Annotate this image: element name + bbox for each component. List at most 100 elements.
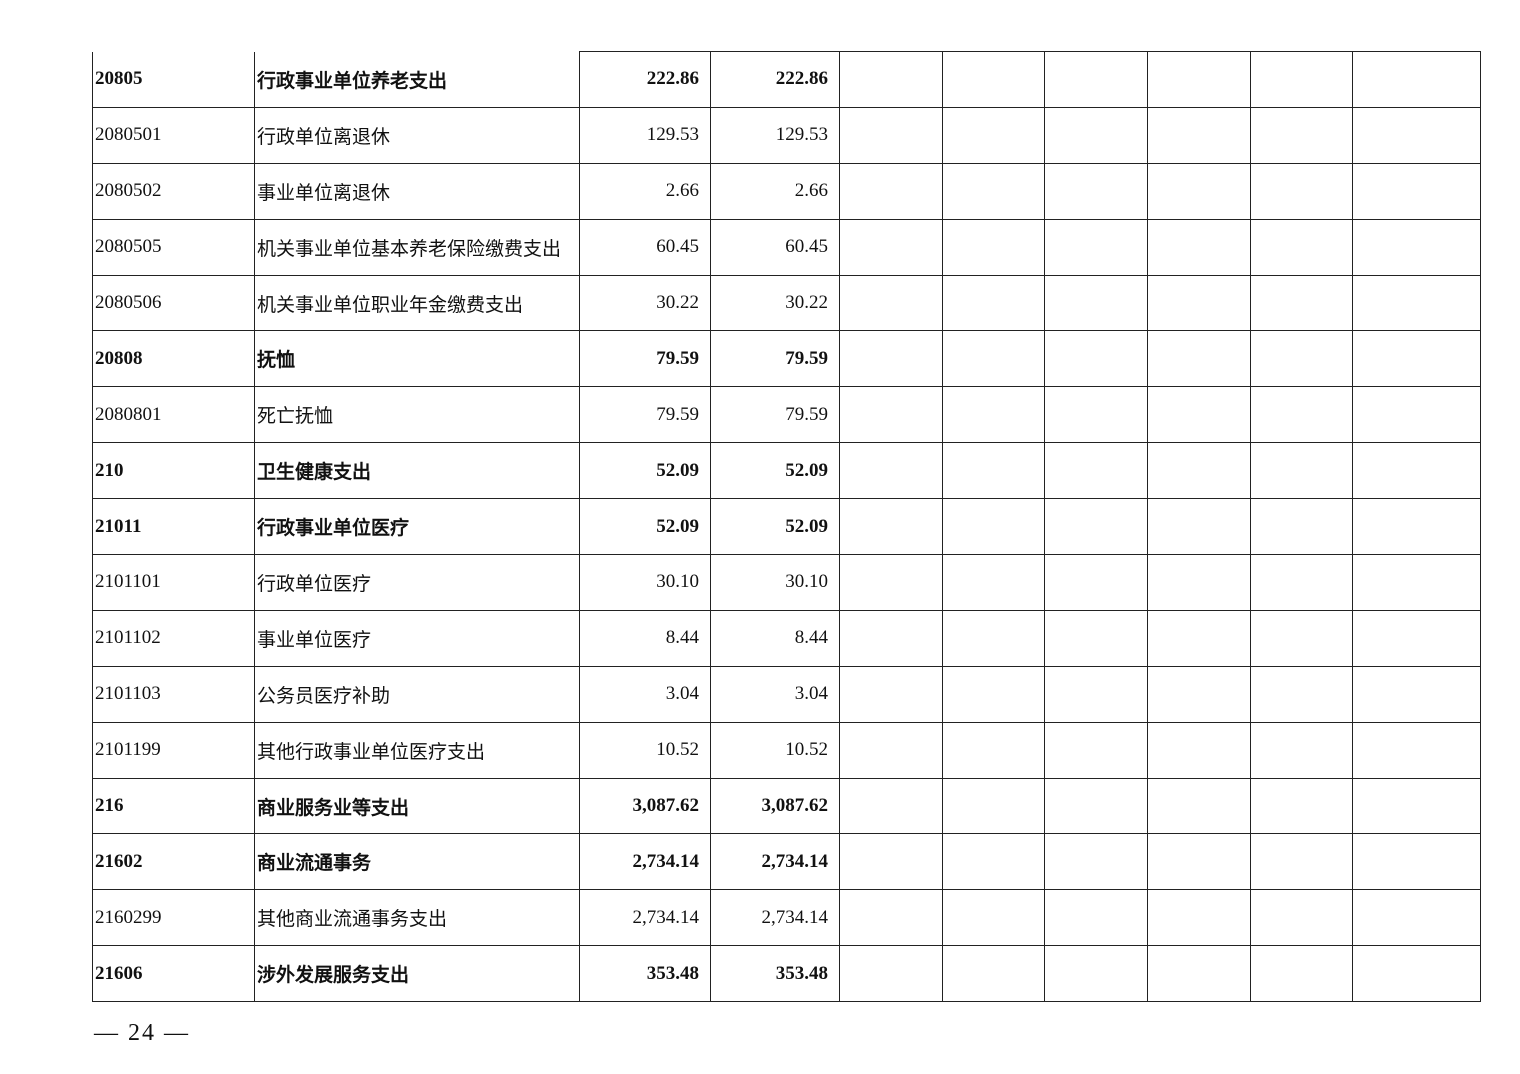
table-row: 21011 行政事业单位医疗 52.09 52.09 [92,498,1481,556]
empty-cell [1147,889,1251,947]
empty-cell [1044,162,1148,220]
empty-cell [1147,498,1251,556]
expenditure-table: 20805 行政事业单位养老支出 222.86 222.86 2080501 行政单位离退… [92,51,1481,1003]
empty-cell [1147,665,1251,723]
empty-cell [839,218,943,276]
empty-cell [1250,721,1353,779]
row-value-2: 2.66 [710,162,840,220]
empty-cell [1044,274,1148,332]
empty-cell [1147,330,1251,388]
table-row: 216 商业服务业等支出 3,087.62 3,087.62 [92,777,1481,835]
row-name: 死亡抚恤 [254,386,580,444]
row-code: 2080801 [92,386,255,444]
empty-cell [1250,665,1353,723]
empty-cell [1044,51,1148,108]
row-value-2: 2,734.14 [710,889,840,947]
empty-cell [1250,833,1353,891]
row-code: 2080505 [92,218,255,276]
row-value-1: 10.52 [579,721,711,779]
table-row: 2101103 公务员医疗补助 3.04 3.04 [92,665,1481,723]
empty-cell [1250,106,1353,164]
empty-cell [1044,554,1148,611]
empty-cell [1147,554,1251,611]
empty-cell [1250,554,1353,611]
empty-cell [942,833,1045,891]
row-code: 20808 [92,330,255,388]
empty-cell [942,218,1045,276]
row-value-2: 79.59 [710,386,840,444]
empty-cell [942,554,1045,611]
empty-cell [1044,889,1148,947]
empty-cell [1352,554,1481,611]
empty-cell [1147,386,1251,444]
row-value-2: 60.45 [710,218,840,276]
row-code: 20805 [92,51,255,108]
table-row: 2160299 其他商业流通事务支出 2,734.14 2,734.14 [92,889,1481,947]
empty-cell [942,274,1045,332]
row-name: 卫生健康支出 [254,442,580,500]
empty-cell [1352,330,1481,388]
empty-cell [839,386,943,444]
empty-cell [1044,833,1148,891]
empty-cell [942,665,1045,723]
empty-cell [1250,51,1353,108]
row-value-1: 2,734.14 [579,833,711,891]
empty-cell [1250,889,1353,947]
table-row: 21606 涉外发展服务支出 353.48 353.48 [92,945,1481,1003]
table-row: 2080502 事业单位离退休 2.66 2.66 [92,162,1481,220]
empty-cell [1044,330,1148,388]
empty-cell [1044,777,1148,835]
empty-cell [839,554,943,611]
empty-cell [942,889,1045,947]
empty-cell [1147,721,1251,779]
row-name: 行政单位离退休 [254,106,580,164]
table-row: 2080506 机关事业单位职业年金缴费支出 30.22 30.22 [92,274,1481,332]
row-value-2: 129.53 [710,106,840,164]
empty-cell [839,162,943,220]
empty-cell [1352,889,1481,947]
empty-cell [839,51,943,108]
empty-cell [1044,609,1148,667]
row-value-2: 52.09 [710,498,840,556]
row-value-1: 353.48 [579,945,711,1003]
row-value-1: 8.44 [579,609,711,667]
row-name: 公务员医疗补助 [254,665,580,723]
row-value-2: 79.59 [710,330,840,388]
row-code: 2101102 [92,609,255,667]
empty-cell [942,442,1045,500]
empty-cell [1352,386,1481,444]
table-row: 2101199 其他行政事业单位医疗支出 10.52 10.52 [92,721,1481,779]
table-row: 2080801 死亡抚恤 79.59 79.59 [92,386,1481,444]
empty-cell [1250,386,1353,444]
empty-cell [1352,721,1481,779]
row-value-1: 52.09 [579,442,711,500]
empty-cell [942,106,1045,164]
empty-cell [1352,609,1481,667]
empty-cell [1044,498,1148,556]
row-value-1: 2,734.14 [579,889,711,947]
empty-cell [1352,498,1481,556]
row-value-2: 10.52 [710,721,840,779]
row-value-1: 3,087.62 [579,777,711,835]
row-value-2: 2,734.14 [710,833,840,891]
row-value-2: 30.10 [710,554,840,611]
empty-cell [1352,51,1481,108]
row-name: 商业服务业等支出 [254,777,580,835]
row-value-2: 52.09 [710,442,840,500]
empty-cell [942,51,1045,108]
empty-cell [1147,945,1251,1003]
empty-cell [1147,218,1251,276]
empty-cell [1352,833,1481,891]
table-row: 2101101 行政单位医疗 30.10 30.10 [92,554,1481,611]
empty-cell [1147,833,1251,891]
row-code: 2101199 [92,721,255,779]
empty-cell [1250,442,1353,500]
row-value-1: 52.09 [579,498,711,556]
empty-cell [839,833,943,891]
row-value-1: 2.66 [579,162,711,220]
row-value-1: 79.59 [579,386,711,444]
empty-cell [1250,330,1353,388]
row-name: 机关事业单位基本养老保险缴费支出 [254,218,580,276]
row-value-2: 8.44 [710,609,840,667]
empty-cell [839,665,943,723]
